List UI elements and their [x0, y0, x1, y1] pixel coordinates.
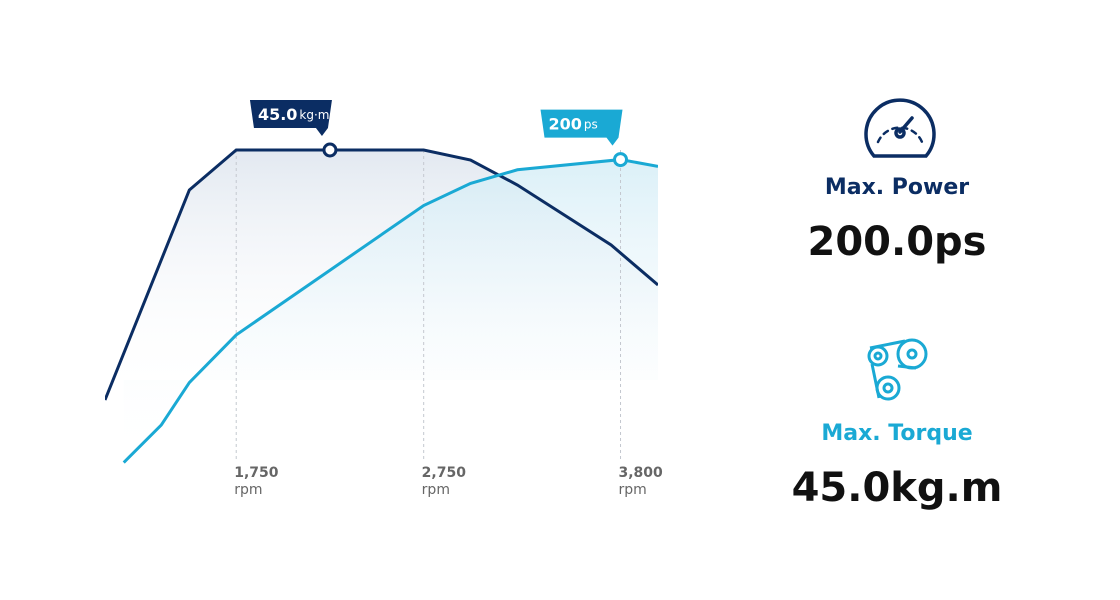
callout-unit: kg·m: [299, 108, 329, 122]
callout-unit: ps: [584, 117, 598, 131]
x-tick-label: 2,750: [422, 465, 467, 481]
callout-label: 45.0 kg·m: [258, 105, 330, 124]
torque-label: Max. Torque: [821, 421, 972, 446]
callout-box: [540, 109, 623, 146]
callout-marker: [613, 152, 629, 168]
belt-icon: [867, 338, 928, 401]
series-line: [105, 148, 658, 401]
callout-label: 200 ps: [549, 114, 598, 133]
torque-summary: 45.0kg.m: [792, 465, 1003, 511]
x-tick-unit: rpm: [234, 482, 262, 498]
callout-value: 200: [549, 114, 582, 133]
series-line: [122, 158, 658, 464]
speedometer-icon: [864, 98, 936, 158]
x-tick-unit: rpm: [422, 482, 450, 498]
plot-area: [105, 148, 658, 464]
x-tick-unit: rpm: [619, 482, 647, 498]
area-fill: [123, 159, 658, 463]
callout-marker: [322, 142, 338, 158]
power-summary: 200.0ps: [808, 219, 987, 265]
x-tick-label: 1,750: [234, 465, 279, 481]
x-tick-label: 3,800: [619, 465, 664, 481]
callout-box: [249, 100, 332, 136]
callout-value: 45.0: [258, 105, 297, 124]
power-label: Max. Power: [825, 175, 969, 200]
